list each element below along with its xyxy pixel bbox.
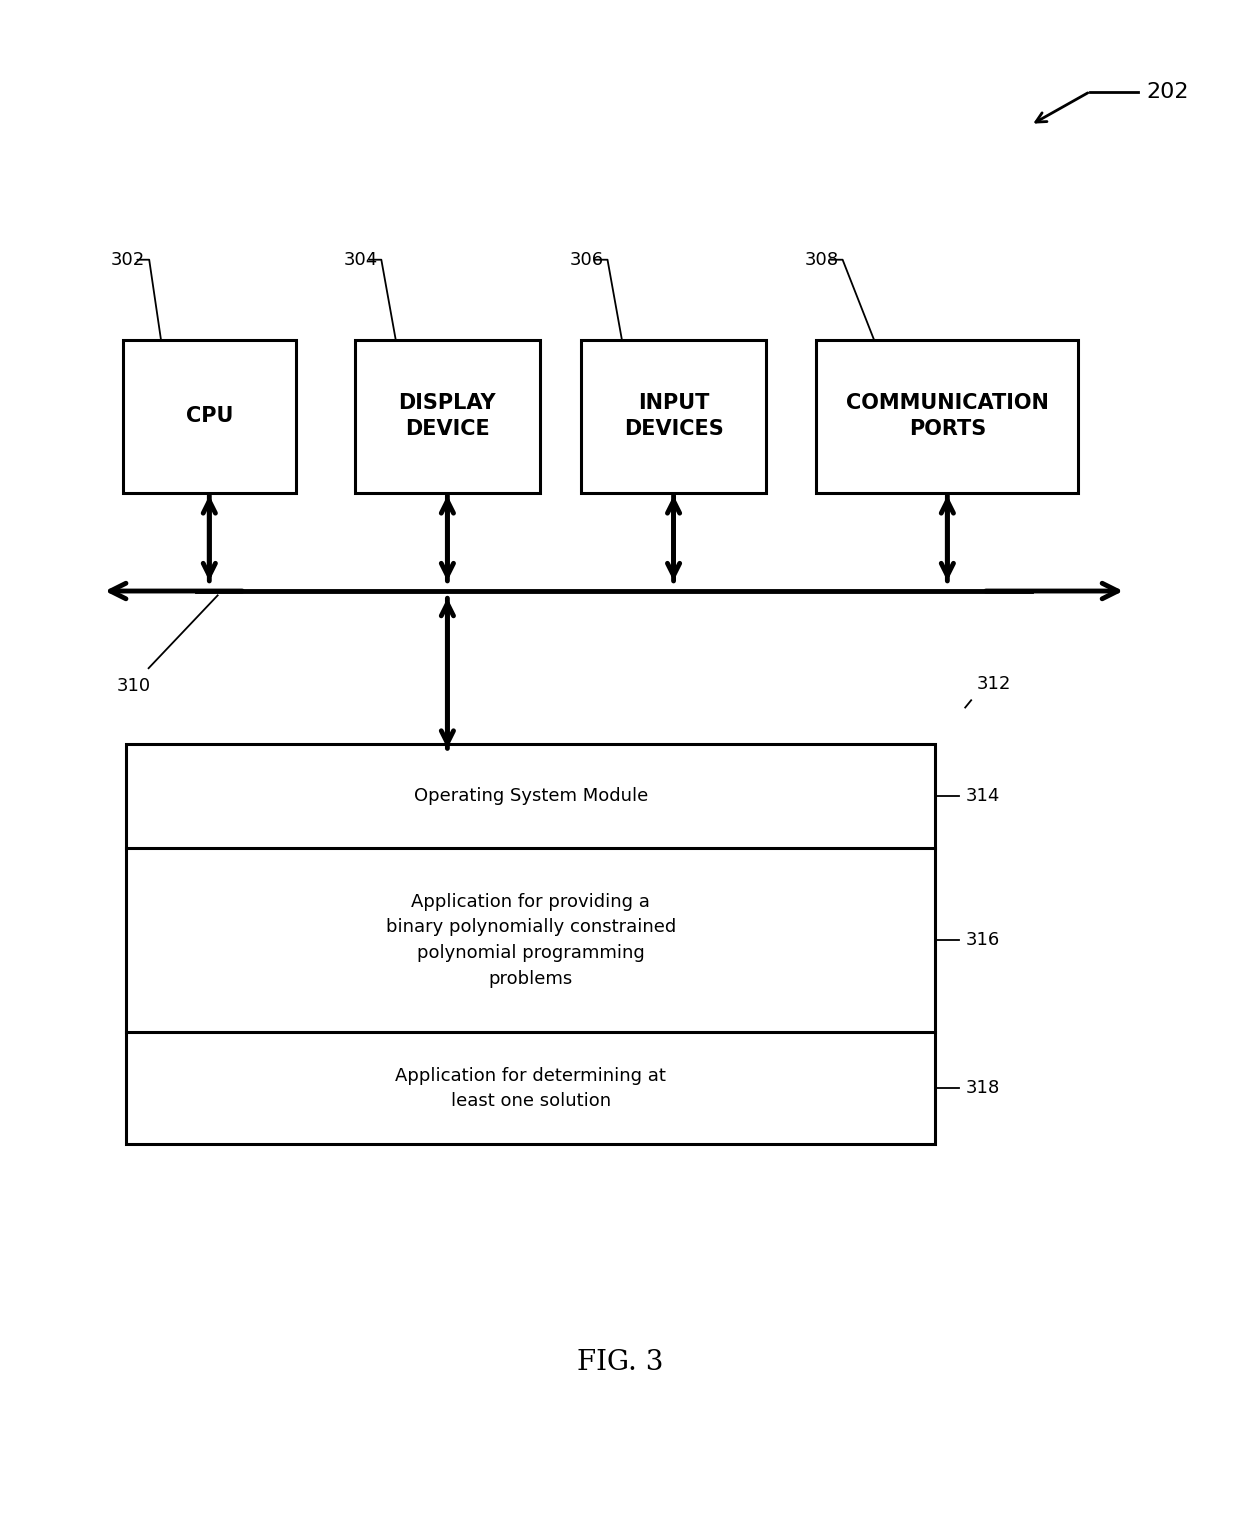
Text: INPUT
DEVICES: INPUT DEVICES bbox=[624, 393, 723, 440]
Text: 302: 302 bbox=[112, 250, 145, 269]
Text: Application for providing a
binary polynomially constrained
polynomial programmi: Application for providing a binary polyn… bbox=[386, 892, 676, 988]
Text: Application for determining at
least one solution: Application for determining at least one… bbox=[396, 1066, 666, 1110]
Bar bbox=[123, 340, 295, 493]
Text: 312: 312 bbox=[977, 675, 1012, 693]
Text: DISPLAY
DEVICE: DISPLAY DEVICE bbox=[398, 393, 496, 440]
Text: 316: 316 bbox=[965, 931, 999, 950]
Text: 306: 306 bbox=[569, 250, 604, 269]
Text: FIG. 3: FIG. 3 bbox=[577, 1350, 663, 1376]
Text: COMMUNICATION
PORTS: COMMUNICATION PORTS bbox=[846, 393, 1049, 440]
Text: 202: 202 bbox=[1146, 82, 1189, 102]
Text: 310: 310 bbox=[117, 677, 150, 695]
Bar bbox=[126, 743, 935, 1144]
Text: 318: 318 bbox=[965, 1080, 999, 1097]
Text: 308: 308 bbox=[805, 250, 838, 269]
Text: Operating System Module: Operating System Module bbox=[414, 787, 647, 806]
Bar bbox=[816, 340, 1079, 493]
Bar bbox=[355, 340, 539, 493]
Text: 314: 314 bbox=[965, 787, 999, 806]
Text: 304: 304 bbox=[343, 250, 377, 269]
Bar bbox=[582, 340, 766, 493]
Text: CPU: CPU bbox=[186, 407, 233, 426]
